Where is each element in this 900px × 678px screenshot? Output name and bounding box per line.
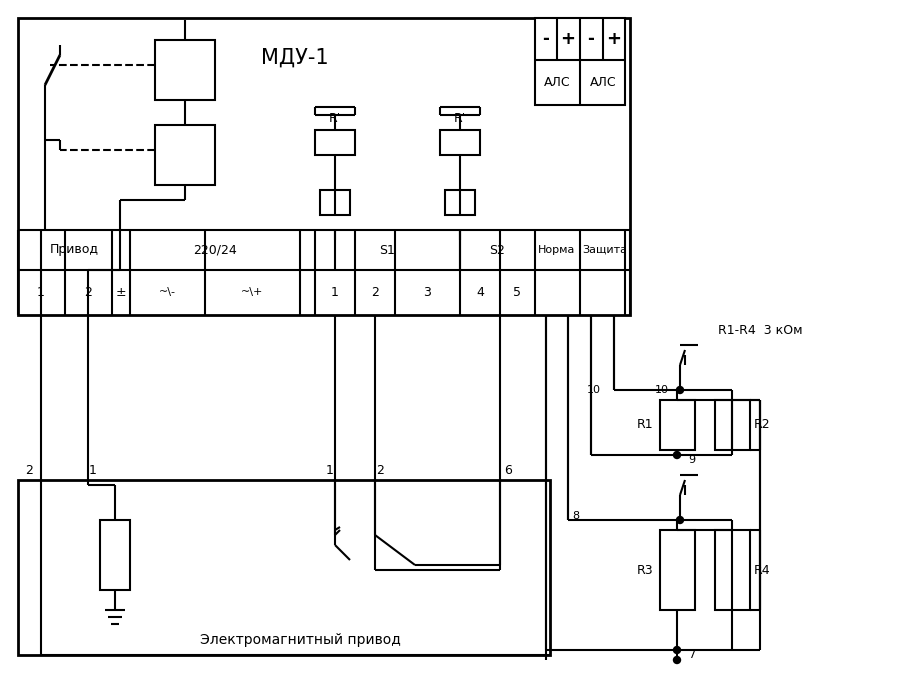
- Circle shape: [673, 656, 680, 664]
- Bar: [18, 480, 550, 655]
- Text: +: +: [607, 30, 622, 48]
- Text: R': R': [454, 111, 466, 125]
- Text: АЛС: АЛС: [544, 75, 571, 89]
- Text: АЛС: АЛС: [590, 75, 616, 89]
- Text: -: -: [543, 30, 549, 48]
- Text: 2: 2: [371, 285, 379, 298]
- Text: S2: S2: [489, 243, 505, 256]
- Text: R4: R4: [753, 563, 770, 576]
- Text: R1-R4  3 кОм: R1-R4 3 кОм: [717, 323, 802, 336]
- Circle shape: [673, 452, 680, 458]
- Text: R1: R1: [636, 418, 653, 431]
- Bar: [320, 190, 350, 215]
- Text: 2: 2: [84, 285, 92, 298]
- Text: R': R': [328, 111, 341, 125]
- Circle shape: [677, 517, 683, 523]
- Bar: [715, 530, 750, 610]
- Text: Электромагнитный привод: Электромагнитный привод: [200, 633, 400, 647]
- Text: 3: 3: [423, 285, 431, 298]
- Text: 5: 5: [513, 285, 521, 298]
- Bar: [100, 520, 130, 590]
- Bar: [660, 530, 695, 610]
- Bar: [445, 190, 475, 215]
- Bar: [18, 18, 630, 315]
- Text: Норма: Норма: [538, 245, 576, 255]
- Circle shape: [673, 647, 680, 654]
- Text: ±: ±: [116, 285, 126, 298]
- Text: 1: 1: [326, 464, 334, 477]
- Bar: [155, 40, 215, 100]
- Text: 9: 9: [688, 455, 696, 465]
- Bar: [155, 125, 215, 185]
- Text: 1: 1: [89, 464, 97, 477]
- Text: R3: R3: [636, 563, 653, 576]
- Text: 1: 1: [37, 285, 45, 298]
- Text: МДУ-1: МДУ-1: [261, 48, 328, 68]
- Text: Привод: Привод: [50, 243, 98, 256]
- Text: 10: 10: [655, 385, 669, 395]
- Text: 7: 7: [688, 650, 696, 660]
- Text: 2: 2: [25, 464, 33, 477]
- Text: 6: 6: [504, 464, 512, 477]
- Bar: [315, 130, 355, 155]
- Text: R2: R2: [753, 418, 770, 431]
- Text: 1: 1: [331, 285, 339, 298]
- Circle shape: [677, 386, 683, 393]
- Text: ~\-: ~\-: [158, 287, 176, 297]
- Text: +: +: [561, 30, 575, 48]
- Text: S1: S1: [379, 243, 395, 256]
- Text: 8: 8: [572, 511, 580, 521]
- Text: ~\+: ~\+: [241, 287, 263, 297]
- Bar: [535, 18, 625, 105]
- Text: -: -: [588, 30, 594, 48]
- Text: 4: 4: [476, 285, 484, 298]
- Text: 220/24: 220/24: [194, 243, 237, 256]
- Bar: [660, 400, 695, 450]
- Bar: [440, 130, 480, 155]
- Bar: [715, 400, 750, 450]
- Text: 10: 10: [587, 385, 601, 395]
- Text: Защита: Защита: [582, 245, 627, 255]
- Text: 2: 2: [376, 464, 384, 477]
